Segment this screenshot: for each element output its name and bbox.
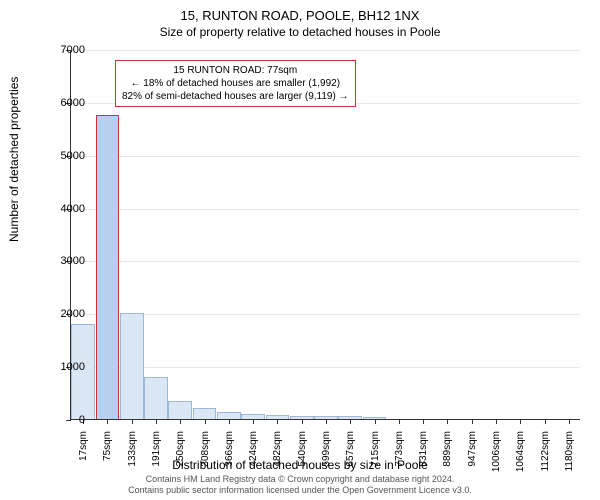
ytick-label: 1000 (61, 361, 85, 373)
xtick-mark (472, 419, 473, 424)
ytick-label: 3000 (61, 255, 85, 267)
xtick-mark (350, 419, 351, 424)
xtick-mark (229, 419, 230, 424)
callout-line: ← 18% of detached houses are smaller (1,… (122, 77, 349, 90)
footer-line-1: Contains HM Land Registry data © Crown c… (0, 474, 600, 485)
gridline (71, 50, 580, 51)
xtick-mark (569, 419, 570, 424)
xtick-mark (277, 419, 278, 424)
gridline (71, 261, 580, 262)
xtick-mark (496, 419, 497, 424)
histogram-bar (217, 412, 241, 419)
ytick-label: 7000 (61, 44, 85, 56)
xtick-mark (447, 419, 448, 424)
callout-box: 15 RUNTON ROAD: 77sqm← 18% of detached h… (115, 60, 356, 107)
gridline (71, 209, 580, 210)
xtick-mark (180, 419, 181, 424)
histogram-bar-highlighted (96, 115, 120, 419)
xtick-mark (520, 419, 521, 424)
footer-line-2: Contains public sector information licen… (0, 485, 600, 496)
xtick-mark (545, 419, 546, 424)
xtick-mark (423, 419, 424, 424)
histogram-bar (193, 408, 217, 419)
ytick-label: 6000 (61, 97, 85, 109)
ytick-mark (66, 420, 71, 421)
chart-title-main: 15, RUNTON ROAD, POOLE, BH12 1NX (0, 0, 600, 23)
callout-line: 15 RUNTON ROAD: 77sqm (122, 64, 349, 77)
xtick-mark (302, 419, 303, 424)
xtick-mark (326, 419, 327, 424)
xtick-mark (253, 419, 254, 424)
ytick-label: 4000 (61, 203, 85, 215)
xtick-label: 1180sqm (564, 426, 600, 444)
chart-title-sub: Size of property relative to detached ho… (0, 23, 600, 39)
gridline (71, 314, 580, 315)
gridline (71, 156, 580, 157)
y-axis-label: Number of detached properties (7, 77, 21, 242)
chart-footer: Contains HM Land Registry data © Crown c… (0, 474, 600, 496)
ytick-label: 5000 (61, 150, 85, 162)
xtick-mark (107, 419, 108, 424)
xtick-mark (156, 419, 157, 424)
ytick-label: 0 (79, 414, 85, 426)
ytick-label: 2000 (61, 308, 85, 320)
xtick-mark (132, 419, 133, 424)
xtick-mark (399, 419, 400, 424)
xtick-mark (375, 419, 376, 424)
callout-line: 82% of semi-detached houses are larger (… (122, 90, 349, 103)
xtick-mark (205, 419, 206, 424)
gridline (71, 367, 580, 368)
histogram-bar (168, 401, 192, 420)
histogram-bar (120, 313, 144, 419)
histogram-bar (144, 377, 168, 419)
